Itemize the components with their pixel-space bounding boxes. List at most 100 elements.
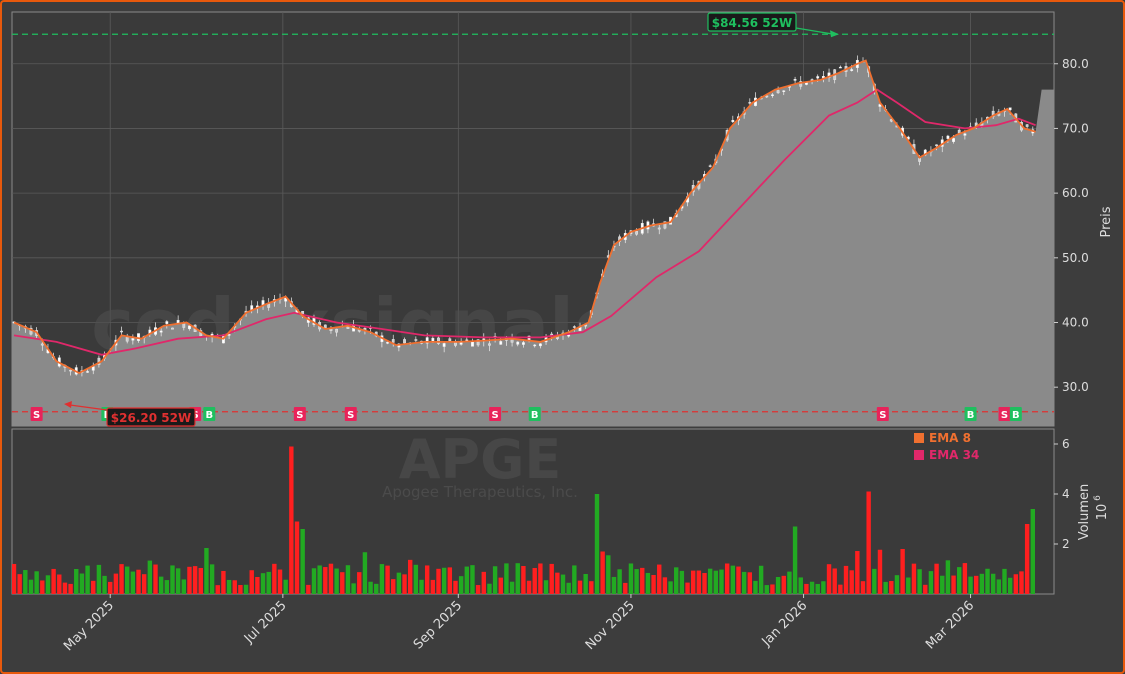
signal-marker: [344, 407, 357, 421]
volume-bar: [600, 551, 605, 594]
signal-label: S: [296, 410, 303, 421]
candle-body: [731, 119, 735, 123]
volume-bar: [1024, 524, 1030, 594]
volume-bar: [809, 581, 815, 594]
volume-bar: [838, 584, 843, 594]
volume-bar: [368, 581, 373, 594]
signal-marker: [30, 407, 43, 421]
volume-bar: [311, 568, 317, 594]
volume-bar: [923, 584, 928, 594]
signal-marker: [293, 407, 306, 421]
volume-bar: [204, 548, 209, 594]
volume-bar: [125, 566, 130, 594]
price-tick-label: 70.0: [1062, 121, 1089, 135]
volume-bar: [374, 583, 379, 594]
volume-bar: [957, 567, 962, 594]
volume-bar: [611, 576, 617, 594]
volume-bar: [504, 563, 509, 594]
candle-body: [442, 343, 446, 347]
volume-bar: [289, 446, 294, 594]
volume-bar: [900, 549, 905, 594]
candle-body: [437, 337, 440, 344]
candle-body: [335, 328, 339, 333]
volume-bar: [424, 565, 430, 594]
candle-body: [386, 342, 389, 344]
legend: EMA 8 EMA 34: [914, 431, 979, 462]
candle-body: [663, 221, 667, 229]
volume-bar: [696, 570, 702, 594]
signal-marker: [964, 407, 977, 421]
candle-body: [165, 321, 169, 324]
candle-body: [850, 69, 854, 71]
candle-body: [827, 72, 831, 78]
signal-label: S: [33, 410, 40, 421]
legend-label-ema34: EMA 34: [929, 448, 979, 462]
volume-bar: [113, 573, 119, 594]
candle-body: [86, 371, 89, 373]
candle-body: [120, 330, 123, 333]
volume-bar: [323, 567, 328, 594]
volume-bar: [351, 583, 356, 594]
signal-label: S: [1001, 410, 1008, 421]
volume-bars: [12, 446, 1035, 594]
volume-bar: [543, 580, 549, 594]
signal-marker: [203, 407, 216, 421]
volume-bar: [130, 571, 136, 594]
candle-body: [346, 326, 350, 329]
52w-high-label: $84.56 52W: [712, 16, 792, 30]
candle-body: [284, 297, 288, 302]
volume-bar: [136, 569, 141, 594]
candle-body: [448, 338, 452, 341]
ema34-line: [13, 88, 1036, 356]
volume-bar: [906, 577, 911, 594]
volume-bar: [792, 526, 798, 594]
candle-body: [572, 326, 576, 328]
volume-bar: [215, 585, 220, 594]
volume-bar: [28, 579, 34, 594]
candle-body: [657, 227, 661, 230]
volume-bar: [283, 579, 288, 594]
volume-bar: [628, 563, 634, 594]
price-axis-label: Preis: [1099, 206, 1114, 237]
volume-bar: [821, 581, 826, 594]
volume-bar: [498, 577, 503, 594]
volume-axis-label: Volumen: [1077, 484, 1092, 541]
volume-bar: [379, 564, 385, 594]
volume-bar: [243, 584, 249, 594]
volume-bar: [594, 494, 600, 594]
volume-bar: [96, 564, 102, 594]
signal-label: S: [347, 410, 354, 421]
volume-bar: [526, 580, 532, 594]
volume-bar: [911, 563, 917, 594]
volume-bar: [798, 577, 803, 594]
volume-bar: [441, 567, 447, 594]
volume-bar: [555, 572, 560, 594]
52w-low-label: $26.20 52W: [111, 411, 191, 425]
volume-bar: [74, 568, 79, 594]
volume-bar: [419, 579, 424, 594]
volume-bar: [815, 583, 820, 594]
52w-high-arrowhead: [830, 30, 839, 38]
volume-bar: [68, 583, 73, 594]
time-tick-label: Nov 2025: [583, 598, 638, 653]
candle-body: [1025, 124, 1029, 127]
volume-bar: [306, 584, 311, 594]
candle-body: [952, 138, 955, 142]
time-tick-label: Jan 2026: [759, 598, 811, 650]
volume-bar: [990, 573, 996, 594]
candle-body: [799, 81, 803, 87]
volume-bar: [685, 582, 690, 594]
volume-bar: [691, 570, 696, 594]
volume-bar: [968, 576, 973, 594]
volume-bar: [277, 569, 283, 594]
volume-bar: [436, 568, 441, 594]
volume-bar: [487, 583, 492, 594]
volume-bar: [170, 565, 175, 594]
volume-bar: [589, 581, 594, 594]
volume-bar: [606, 555, 611, 594]
volume-bar: [1019, 571, 1024, 594]
volume-bar: [481, 571, 486, 594]
volume-bar: [153, 564, 158, 594]
volume-bar: [34, 571, 39, 594]
